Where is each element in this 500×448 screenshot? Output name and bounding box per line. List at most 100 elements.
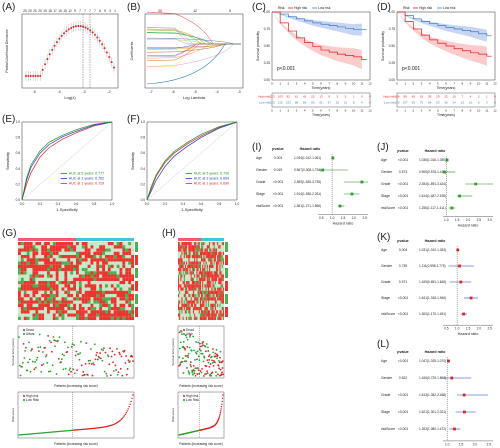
- heatmap-cell: [35, 248, 39, 252]
- heatmap-cell: [116, 300, 120, 304]
- heatmap-cell: [211, 307, 213, 311]
- heatmap-cell: [222, 274, 225, 278]
- heatmap-cell: [184, 251, 187, 256]
- heatmap-cell: [128, 255, 132, 259]
- heatmap-cell: [194, 310, 196, 314]
- heatmap-cell: [186, 307, 188, 311]
- heatmap-cell: [26, 307, 30, 311]
- heatmap-cell: [125, 242, 129, 246]
- heatmap-cell: [183, 274, 185, 278]
- heatmap-cell: [222, 287, 225, 291]
- alive-point: [195, 341, 198, 343]
- heatmap-cell: [183, 245, 185, 249]
- dead-point: [214, 355, 217, 358]
- panel-label: (L): [377, 339, 390, 350]
- survival-line-low: [397, 11, 492, 37]
- heatmap-cell: [38, 303, 42, 308]
- heatmap-cell: [186, 303, 188, 308]
- risk-count-low: 89: [303, 101, 307, 105]
- x-tick-label: 2.0: [473, 442, 478, 446]
- heatmap-cell: [183, 264, 185, 269]
- heatmap-cell: [187, 251, 189, 256]
- heatmap-cell: [90, 316, 94, 321]
- x-tick-label: 3: [296, 82, 298, 86]
- heatmap-cell: [198, 316, 200, 321]
- high-risk-point: [132, 394, 134, 396]
- heatmap-cell: [183, 258, 185, 262]
- heatmap-cell: [26, 274, 30, 278]
- heatmap-cell: [26, 261, 30, 265]
- heatmap-cell: [70, 248, 74, 252]
- heatmap-cell: [78, 287, 82, 291]
- heatmap-cell: [182, 268, 184, 272]
- heatmap-cell: [214, 245, 216, 249]
- high-risk-point: [120, 418, 123, 420]
- heatmap-cell: [55, 255, 59, 259]
- top-tick-label: 20: [28, 9, 32, 13]
- heatmap-cell: [214, 290, 216, 295]
- heatmap-cell: [180, 251, 182, 256]
- heatmap-cell: [52, 287, 56, 291]
- heatmap-cell: [122, 271, 126, 275]
- hr-marker: [360, 180, 364, 184]
- heatmap-cell: [199, 258, 202, 262]
- heatmap-cell: [209, 251, 211, 256]
- heatmap-cell: [183, 287, 185, 291]
- heatmap-cell: [192, 248, 195, 252]
- heatmap-cell: [73, 248, 77, 252]
- heatmap-cell: [189, 271, 191, 275]
- heatmap-cell: [81, 258, 85, 262]
- heatmap-cell: [184, 242, 187, 246]
- heatmap-cell: [198, 297, 200, 301]
- heatmap-cell: [58, 300, 62, 304]
- heatmap-cell: [212, 261, 214, 265]
- heatmap-cell: [32, 248, 36, 252]
- heatmap-cell: [206, 287, 208, 291]
- heatmap-cell: [192, 271, 195, 275]
- heatmap-cell: [20, 271, 24, 275]
- heatmap-cell: [181, 303, 183, 308]
- heatmap-cell: [116, 264, 120, 269]
- heatmap-cell: [122, 300, 126, 304]
- dead-point: [94, 358, 97, 361]
- heatmap-cell: [70, 245, 74, 249]
- heatmap-cell: [61, 316, 65, 321]
- heatmap-cell: [194, 242, 196, 246]
- y-axis-label: Survival time (years): [11, 338, 15, 365]
- heatmap-cell: [84, 316, 88, 321]
- heatmap-cell: [189, 316, 191, 321]
- alive-point: [188, 346, 191, 349]
- heatmap-cell: [76, 261, 79, 265]
- heatmap-cell: [214, 316, 216, 321]
- heatmap-cell: [67, 281, 71, 285]
- y-axis-label: Survival probability: [256, 31, 260, 61]
- heatmap-cell: [49, 316, 53, 321]
- heatmap-cell: [222, 245, 225, 249]
- heatmap-cell: [184, 245, 187, 249]
- alive-point: [60, 360, 62, 363]
- heatmap-cell: [180, 277, 182, 282]
- heatmap-cell: [217, 290, 219, 295]
- x-tick-label: 1.0: [110, 202, 115, 206]
- heatmap-cell: [96, 245, 100, 249]
- heatmap-cell: [221, 284, 223, 288]
- heatmap-cell: [214, 294, 216, 298]
- heatmap-cell: [187, 277, 189, 282]
- heatmap-cell: [221, 274, 223, 278]
- dead-point: [202, 340, 205, 343]
- heatmap-cell: [191, 310, 193, 314]
- heatmap-cell: [67, 242, 71, 246]
- dead-point: [76, 369, 79, 372]
- heatmap-cell: [199, 281, 202, 285]
- heatmap-cell: [195, 245, 197, 249]
- cv-point: [91, 31, 94, 34]
- heatmap-cell: [110, 274, 114, 278]
- heatmap-cell: [201, 277, 203, 282]
- survival-line-low: [272, 11, 367, 31]
- heatmap-cell: [102, 297, 106, 301]
- heatmap-cell: [209, 274, 211, 278]
- alive-point: [47, 370, 50, 373]
- heatmap-cell: [213, 264, 215, 269]
- heatmap-cell: [122, 284, 126, 288]
- risk-count-low: 125: [394, 101, 399, 105]
